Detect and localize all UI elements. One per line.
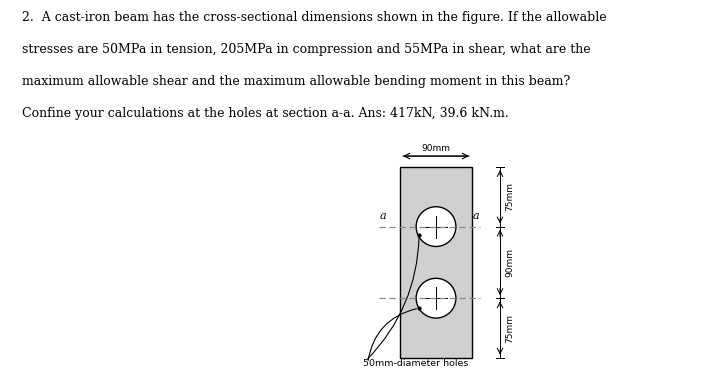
Circle shape bbox=[416, 207, 456, 246]
Text: 50mm-diameter holes: 50mm-diameter holes bbox=[364, 359, 469, 368]
Text: 90mm: 90mm bbox=[505, 248, 514, 277]
Text: maximum allowable shear and the maximum allowable bending moment in this beam?: maximum allowable shear and the maximum … bbox=[22, 75, 570, 88]
Text: 90mm: 90mm bbox=[422, 144, 450, 153]
Text: stresses are 50MPa in tension, 205MPa in compression and 55MPa in shear, what ar: stresses are 50MPa in tension, 205MPa in… bbox=[22, 43, 590, 56]
Text: a: a bbox=[379, 211, 386, 221]
Text: a: a bbox=[473, 211, 480, 221]
Circle shape bbox=[416, 278, 456, 318]
Text: Confine your calculations at the holes at section a-a. Ans: 417kN, 39.6 kN.m.: Confine your calculations at the holes a… bbox=[22, 107, 508, 120]
Bar bbox=[400, 167, 472, 358]
Text: 75mm: 75mm bbox=[505, 182, 514, 211]
Text: 75mm: 75mm bbox=[505, 313, 514, 343]
Text: 2.  A cast-iron beam has the cross-sectional dimensions shown in the figure. If : 2. A cast-iron beam has the cross-sectio… bbox=[22, 11, 606, 24]
